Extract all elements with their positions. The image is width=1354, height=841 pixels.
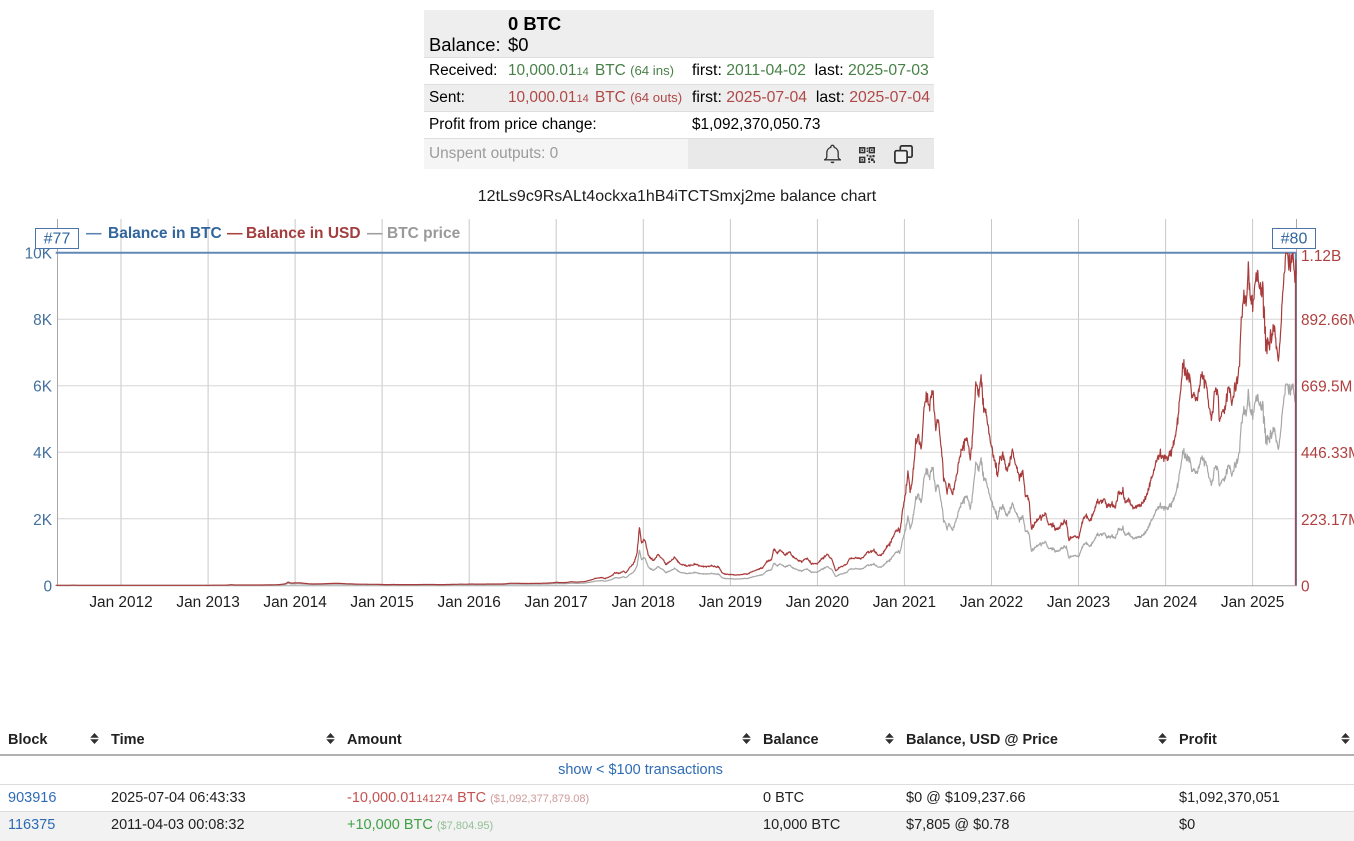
svg-text:2K: 2K: [33, 512, 53, 529]
svg-text:1.12B: 1.12B: [1301, 248, 1341, 265]
svg-text:6K: 6K: [33, 379, 53, 396]
svg-text:—: —: [227, 225, 243, 242]
svg-text:8K: 8K: [33, 312, 53, 329]
svg-text:#77: #77: [44, 231, 71, 248]
svg-text:Jan 2021: Jan 2021: [873, 594, 936, 611]
svg-text:Jan 2024: Jan 2024: [1134, 594, 1198, 611]
svg-text:Jan 2019: Jan 2019: [699, 594, 762, 611]
svg-text:Jan 2016: Jan 2016: [438, 594, 501, 611]
svg-text:10K: 10K: [25, 246, 53, 263]
svg-text:Jan 2017: Jan 2017: [525, 594, 588, 611]
svg-text:Jan 2018: Jan 2018: [612, 594, 675, 611]
svg-text:446.33M: 446.33M: [1301, 445, 1354, 462]
svg-text:Jan 2022: Jan 2022: [960, 594, 1023, 611]
svg-text:Jan 2023: Jan 2023: [1047, 594, 1110, 611]
svg-text:669.5M: 669.5M: [1301, 379, 1352, 396]
svg-text:#80: #80: [1281, 231, 1308, 248]
svg-text:Jan 2020: Jan 2020: [786, 594, 849, 611]
svg-text:—: —: [86, 225, 102, 242]
svg-text:BTC price: BTC price: [387, 225, 461, 242]
svg-text:892.66M: 892.66M: [1301, 312, 1354, 329]
svg-text:12tLs9c9RsALt4ockxa1hB4iTCTSmx: 12tLs9c9RsALt4ockxa1hB4iTCTSmxj2me balan…: [478, 188, 877, 205]
svg-text:0: 0: [1301, 578, 1310, 595]
svg-text:Balance in USD: Balance in USD: [246, 225, 361, 242]
svg-text:Jan 2025: Jan 2025: [1221, 594, 1284, 611]
svg-text:0: 0: [43, 578, 52, 595]
svg-text:Balance in BTC: Balance in BTC: [108, 225, 222, 242]
svg-text:4K: 4K: [33, 445, 53, 462]
svg-text:223.17M: 223.17M: [1301, 512, 1354, 529]
svg-text:—: —: [367, 225, 383, 242]
svg-text:Jan 2012: Jan 2012: [89, 594, 152, 611]
svg-text:Jan 2015: Jan 2015: [350, 594, 413, 611]
svg-text:Jan 2013: Jan 2013: [176, 594, 239, 611]
svg-text:Jan 2014: Jan 2014: [263, 594, 327, 611]
